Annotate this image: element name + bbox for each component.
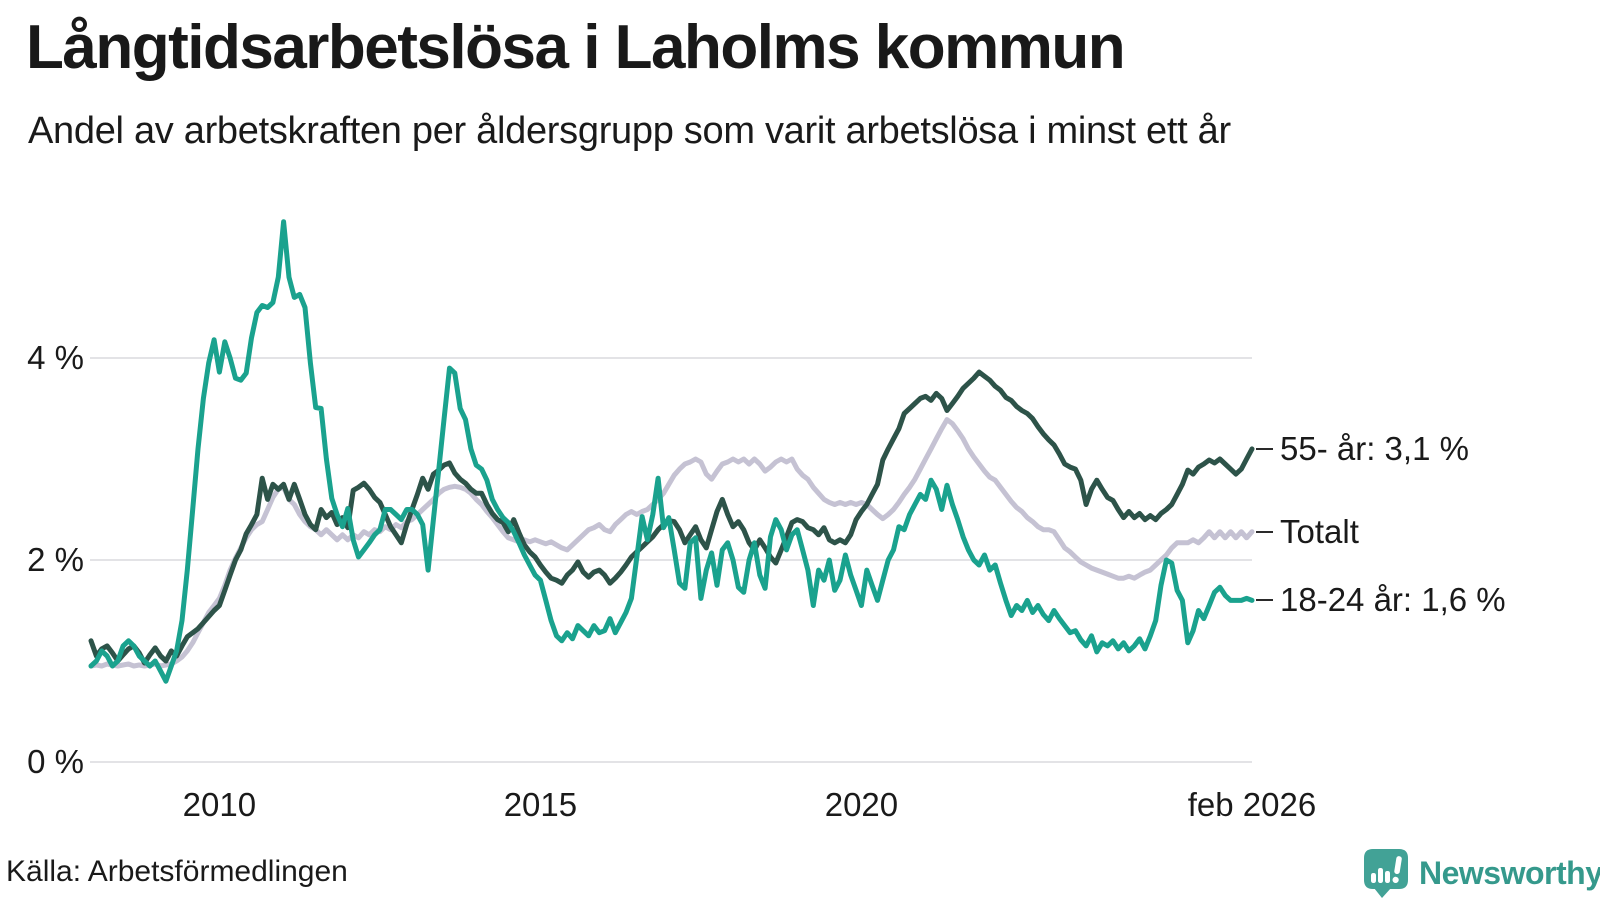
chart-subtitle: Andel av arbetskraften per åldersgrupp s… xyxy=(28,110,1231,152)
chart-title: Långtidsarbetslösa i Laholms kommun xyxy=(26,13,1126,82)
label-tick-18-24 xyxy=(1256,599,1273,602)
x-tick-label-2020: 2020 xyxy=(824,786,899,823)
series-end-label-18-24: 18-24 år: 1,6 % xyxy=(1256,581,1506,619)
x-tick-label-feb-2026: feb 2026 xyxy=(1187,786,1317,823)
series-line-18-24 år xyxy=(88,219,1255,684)
y-tick-label-2: 2 % xyxy=(27,541,84,578)
x-tick-label-2015: 2015 xyxy=(503,786,578,823)
newsworthy-logo[interactable]: Newsworthy xyxy=(1362,848,1600,898)
y-tick-label-4: 4 % xyxy=(27,339,84,376)
series-end-label-55plus-text: 55- år: 3,1 % xyxy=(1280,429,1469,467)
y-tick-label-0: 0 % xyxy=(27,743,84,780)
newsworthy-wordmark: Newsworthy xyxy=(1419,854,1600,891)
x-tick-label-2010: 2010 xyxy=(182,786,257,823)
source-note: Källa: Arbetsförmedlingen xyxy=(6,855,348,888)
label-tick-total xyxy=(1256,530,1273,533)
series-end-label-total: Totalt xyxy=(1256,513,1359,551)
series-end-label-18-24-text: 18-24 år: 1,6 % xyxy=(1280,581,1506,619)
label-tick-55plus xyxy=(1256,447,1273,450)
series-end-label-55plus: 55- år: 3,1 % xyxy=(1256,430,1469,468)
newsworthy-icon xyxy=(1364,849,1408,898)
series-end-label-total-text: Totalt xyxy=(1280,512,1359,550)
